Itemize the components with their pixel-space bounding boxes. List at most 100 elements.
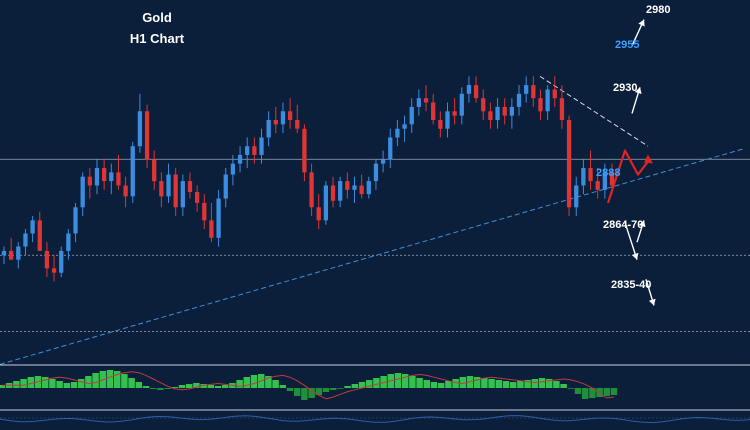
- macd-bar: [423, 380, 431, 388]
- macd-bar: [481, 378, 488, 388]
- candle-body: [481, 98, 486, 112]
- candle-body: [59, 250, 64, 273]
- macd-bar: [293, 388, 301, 396]
- macd-bar: [20, 379, 27, 388]
- macd-bar: [265, 376, 272, 388]
- macd-bar: [70, 382, 78, 388]
- candle-body: [459, 93, 464, 116]
- support-trendline: [0, 147, 746, 365]
- trendlines: [0, 75, 746, 365]
- macd-bar: [171, 387, 179, 388]
- macd-bar: [581, 388, 589, 399]
- candle-body: [94, 168, 100, 186]
- oscillator-line: [0, 415, 750, 424]
- candle-body: [273, 120, 278, 125]
- candle-body: [1, 250, 7, 256]
- macd-bar: [452, 379, 459, 388]
- candle-body: [180, 181, 185, 208]
- candle-body: [245, 146, 250, 155]
- macd-bar: [178, 385, 186, 388]
- macd-bar: [157, 388, 164, 390]
- candle-body: [187, 181, 193, 192]
- candle-body: [388, 137, 393, 160]
- candle-body: [137, 111, 143, 147]
- candlesticks: [1, 76, 615, 282]
- macd-bar: [531, 379, 539, 388]
- macd-bar: [416, 378, 423, 388]
- price-level-label: 2980: [646, 4, 670, 16]
- macd-bar: [545, 379, 553, 388]
- macd-bar: [301, 388, 308, 400]
- macd-bar: [236, 380, 243, 388]
- macd-bar: [207, 385, 215, 388]
- candle-body: [509, 106, 515, 116]
- candle-body: [559, 98, 565, 120]
- candle-body: [16, 246, 21, 260]
- direction-arrowhead: [638, 19, 645, 27]
- macd-bar: [200, 384, 207, 388]
- macd-bar: [344, 386, 351, 388]
- macd-bar: [430, 382, 438, 388]
- chart-title: Gold: [142, 10, 172, 25]
- macd-bar: [445, 381, 452, 388]
- macd-bar: [142, 386, 150, 388]
- macd-bar: [488, 379, 495, 388]
- macd-bar: [279, 385, 287, 388]
- macd-bar: [193, 383, 200, 388]
- candle-body: [66, 233, 71, 251]
- macd-bar: [315, 388, 323, 395]
- price-level-label: 2955: [615, 39, 639, 51]
- price-level-label: 2835-40: [611, 279, 651, 291]
- price-level-labels: 2980 2955 2930 2888 2864-70 2835-40: [596, 4, 670, 291]
- candle-body: [395, 128, 400, 138]
- candle-body: [130, 146, 135, 197]
- macd-bar: [77, 379, 85, 388]
- macd-bar: [517, 381, 524, 388]
- candle-body: [23, 233, 28, 247]
- macd-bar: [308, 388, 315, 398]
- candle-body: [330, 185, 336, 201]
- candle-body: [166, 174, 171, 197]
- macd-bar: [538, 378, 546, 388]
- candle-body: [316, 207, 321, 221]
- macd-bar: [121, 374, 128, 388]
- macd-bar: [351, 384, 359, 388]
- candle-body: [495, 106, 500, 120]
- macd-pane: [0, 370, 618, 400]
- macd-bar: [574, 388, 582, 394]
- candle-body: [159, 181, 164, 197]
- macd-bar: [380, 376, 387, 388]
- macd-bar: [243, 377, 251, 388]
- macd-bar: [322, 388, 330, 392]
- candle-body: [309, 172, 314, 208]
- macd-bar: [459, 377, 467, 388]
- candle-body: [488, 111, 493, 120]
- candle-body: [209, 220, 214, 238]
- candle-body: [194, 192, 200, 203]
- projection-arrowhead: [644, 154, 653, 164]
- macd-bar: [41, 377, 49, 388]
- candle-body: [116, 172, 121, 186]
- macd-bar: [272, 380, 279, 388]
- macd-bar: [250, 375, 258, 388]
- macd-bar: [56, 381, 63, 388]
- candle-body: [545, 89, 550, 112]
- macd-bar: [337, 388, 344, 389]
- candle-body: [373, 163, 379, 182]
- candle-body: [588, 168, 593, 182]
- candle-body: [595, 181, 600, 190]
- price-level-label: 2930: [613, 82, 637, 94]
- direction-arrows: [624, 19, 656, 306]
- candle-body: [51, 268, 57, 273]
- macd-bar: [567, 388, 575, 389]
- direction-arrowhead: [638, 220, 646, 228]
- chart-subtitle: H1 Chart: [130, 31, 185, 46]
- candle-body: [302, 128, 307, 173]
- candle-body: [502, 106, 507, 116]
- macd-bar: [135, 382, 143, 388]
- candle-body: [552, 89, 557, 99]
- candle-body: [338, 181, 343, 201]
- macd-bar: [164, 388, 171, 389]
- macd-bar: [63, 383, 71, 388]
- macd-bar: [553, 381, 560, 388]
